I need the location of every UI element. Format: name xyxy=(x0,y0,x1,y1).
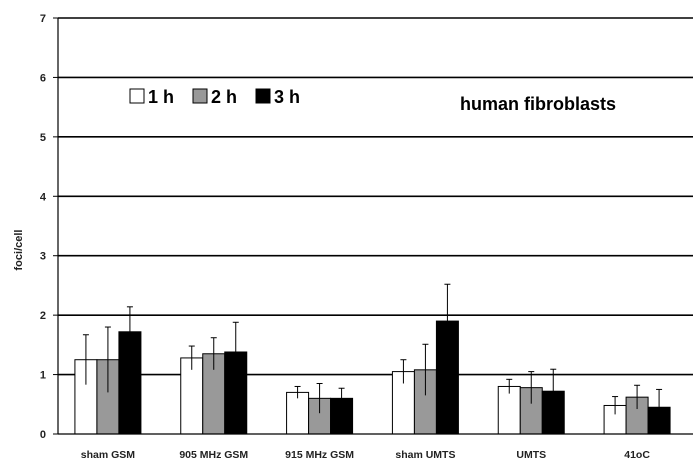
legend-label: 1 h xyxy=(148,87,174,107)
y-tick-label: 1 xyxy=(40,370,46,382)
legend-swatch xyxy=(129,88,145,104)
x-tick-label: sham GSM xyxy=(81,449,136,461)
x-tick-labels: sham GSM 905 MHz GSM 915 MHz GSM sham UMTS U… xyxy=(81,449,651,461)
legend-label: 3 h xyxy=(274,87,300,107)
bar-1h-2 xyxy=(286,391,310,435)
legend-swatch xyxy=(192,88,208,104)
y-tick-label: 4 xyxy=(40,191,47,203)
x-tick-label: 905 MHz GSM xyxy=(179,449,248,461)
x-tick-label: 41oC xyxy=(624,449,650,461)
legend: 1 h 2 h 3 h xyxy=(129,87,300,107)
legend-label: 2 h xyxy=(211,87,237,107)
bar-1h-4 xyxy=(497,385,521,435)
y-tick-labels: 0 1 2 3 4 5 6 7 xyxy=(40,13,58,441)
y-tick-label: 5 xyxy=(40,132,46,144)
x-tick-label: UMTS xyxy=(516,449,546,461)
legend-swatch xyxy=(255,88,271,104)
chart-annotation: human fibroblasts xyxy=(460,94,616,114)
gridlines xyxy=(58,17,693,376)
y-tick-label: 6 xyxy=(40,72,46,84)
y-axis-label: foci/cell xyxy=(13,230,25,271)
y-tick-label: 7 xyxy=(40,13,46,25)
error-bars xyxy=(82,283,663,426)
y-tick-label: 2 xyxy=(40,310,46,322)
x-tick-label: sham UMTS xyxy=(395,449,455,461)
bars xyxy=(74,320,671,435)
x-tick-label: 915 MHz GSM xyxy=(285,449,354,461)
y-tick-label: 3 xyxy=(40,251,46,263)
y-tick-label: 0 xyxy=(40,429,46,441)
